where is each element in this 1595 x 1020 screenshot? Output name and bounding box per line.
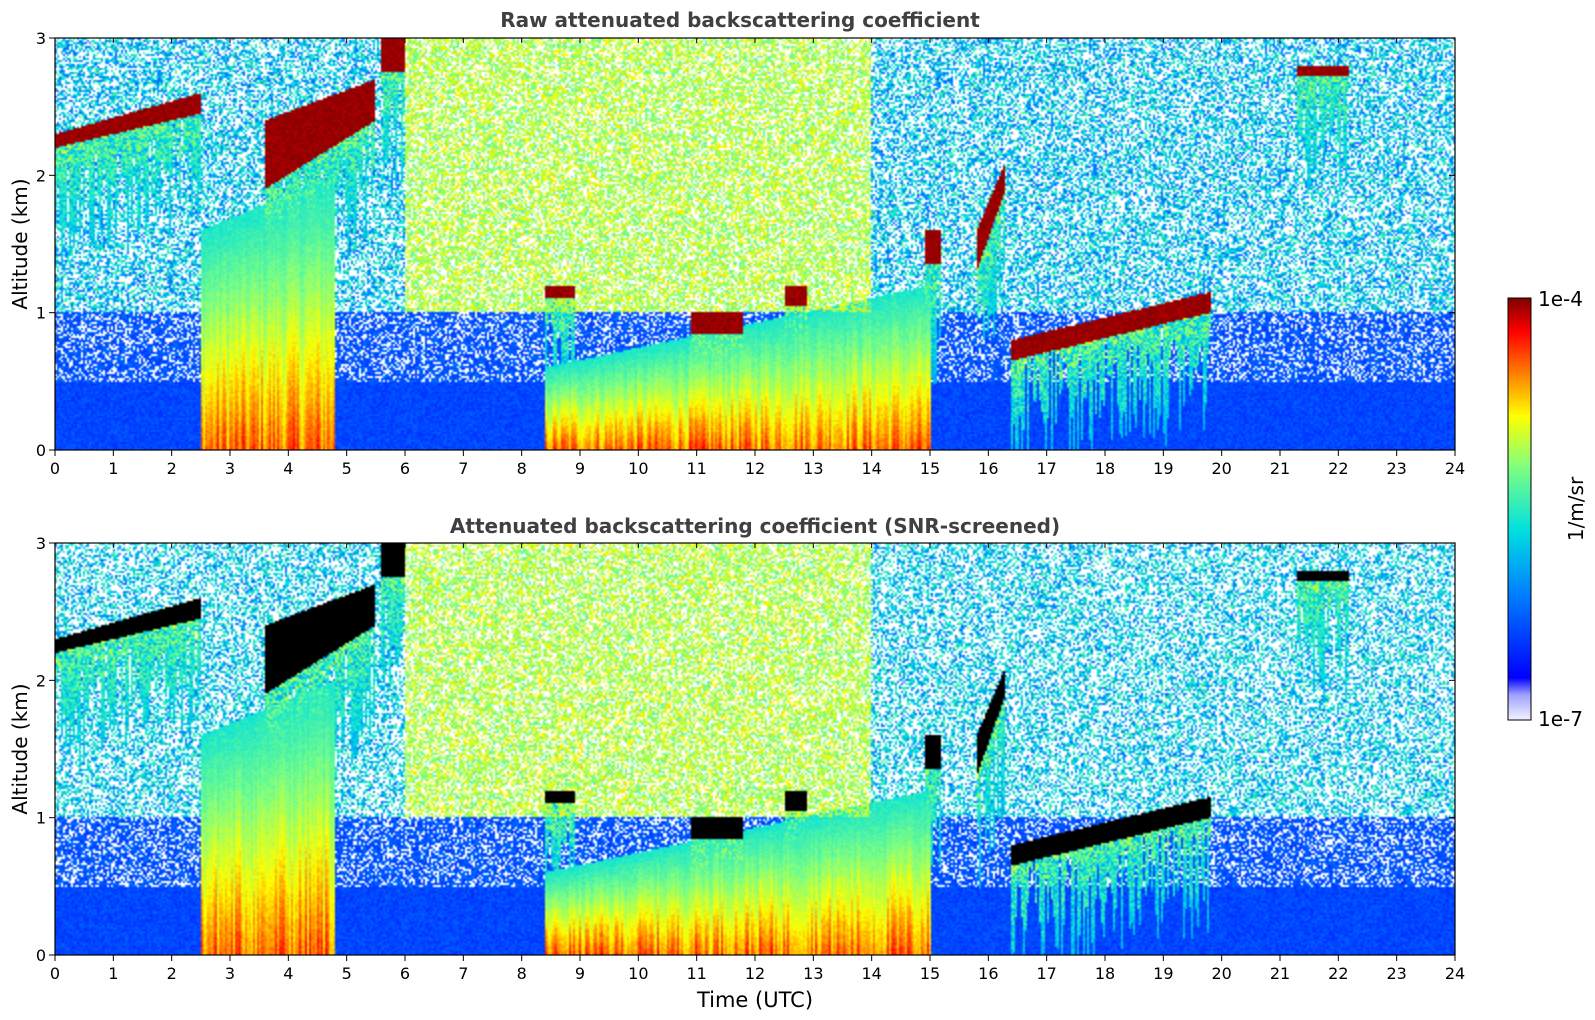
x-tick-label: 18 bbox=[1095, 459, 1115, 478]
x-tick-label: 23 bbox=[1386, 459, 1406, 478]
x-tick-label: 19 bbox=[1153, 964, 1173, 983]
x-tick-label: 24 bbox=[1445, 964, 1465, 983]
y-tick-label: 2 bbox=[36, 166, 46, 185]
y-tick-label: 0 bbox=[36, 441, 46, 460]
y-axis-label: Altitude (km) bbox=[8, 683, 32, 814]
y-axis-label: Altitude (km) bbox=[8, 178, 32, 309]
x-tick-label: 2 bbox=[167, 459, 177, 478]
y-tick-label: 3 bbox=[36, 29, 46, 48]
x-tick-label: 19 bbox=[1153, 459, 1173, 478]
x-tick-label: 22 bbox=[1328, 459, 1348, 478]
x-tick-label: 15 bbox=[920, 964, 940, 983]
x-tick-label: 8 bbox=[517, 459, 527, 478]
x-tick-label: 8 bbox=[517, 964, 527, 983]
x-tick-label: 16 bbox=[978, 459, 998, 478]
x-tick-label: 3 bbox=[225, 964, 235, 983]
heatmap bbox=[55, 543, 1455, 955]
x-tick-label: 16 bbox=[978, 964, 998, 983]
x-tick-label: 5 bbox=[342, 459, 352, 478]
y-tick-label: 3 bbox=[36, 534, 46, 553]
x-tick-label: 10 bbox=[628, 964, 648, 983]
x-tick-label: 21 bbox=[1270, 964, 1290, 983]
x-tick-label: 12 bbox=[745, 964, 765, 983]
x-tick-label: 5 bbox=[342, 964, 352, 983]
x-tick-label: 4 bbox=[283, 459, 293, 478]
panel-raw: Raw attenuated backscattering coefficien… bbox=[8, 8, 1465, 478]
colorbar-label: 1/m/sr bbox=[1564, 476, 1588, 541]
x-tick-label: 1 bbox=[108, 459, 118, 478]
x-tick-label: 17 bbox=[1036, 964, 1056, 983]
y-axis: 0 1 2 3 bbox=[36, 534, 1455, 965]
x-tick-label: 18 bbox=[1095, 964, 1115, 983]
colorbar: 1e-4 1e-7 1/m/sr bbox=[1507, 287, 1588, 731]
x-tick-label: 9 bbox=[575, 459, 585, 478]
colorbar-max-label: 1e-4 bbox=[1538, 287, 1583, 311]
x-tick-label: 4 bbox=[283, 964, 293, 983]
y-axis: 0 1 2 3 bbox=[36, 29, 1455, 460]
colorbar-min-label: 1e-7 bbox=[1538, 707, 1583, 731]
x-tick-label: 11 bbox=[686, 459, 706, 478]
x-tick-label: 13 bbox=[803, 459, 823, 478]
x-tick-label: 9 bbox=[575, 964, 585, 983]
panel-screened: Attenuated backscattering coefficient (S… bbox=[8, 514, 1465, 1012]
x-tick-label: 13 bbox=[803, 964, 823, 983]
y-tick-label: 0 bbox=[36, 946, 46, 965]
x-tick-label: 6 bbox=[400, 459, 410, 478]
heatmap-image bbox=[55, 38, 1455, 450]
x-tick-label: 6 bbox=[400, 964, 410, 983]
x-tick-label: 14 bbox=[861, 459, 881, 478]
x-tick-label: 2 bbox=[167, 964, 177, 983]
x-tick-label: 17 bbox=[1036, 459, 1056, 478]
x-tick-label: 20 bbox=[1211, 459, 1231, 478]
x-tick-label: 12 bbox=[745, 459, 765, 478]
colorbar-gradient bbox=[1507, 297, 1532, 721]
heatmap bbox=[55, 38, 1455, 450]
x-tick-label: 20 bbox=[1211, 964, 1231, 983]
x-tick-label: 24 bbox=[1445, 459, 1465, 478]
x-tick-label: 0 bbox=[50, 459, 60, 478]
heatmap-image bbox=[55, 543, 1455, 955]
x-tick-label: 1 bbox=[108, 964, 118, 983]
chart-title: Raw attenuated backscattering coefficien… bbox=[500, 8, 980, 32]
x-tick-label: 22 bbox=[1328, 964, 1348, 983]
x-tick-label: 10 bbox=[628, 459, 648, 478]
y-tick-label: 2 bbox=[36, 671, 46, 690]
y-tick-label: 1 bbox=[36, 304, 46, 323]
x-axis: 0 1 2 3 4 5 6 7 8 9 10 11 12 13 14 15 16 17 18 19 20 21 22 23 24 bbox=[50, 38, 1465, 478]
x-tick-label: 21 bbox=[1270, 459, 1290, 478]
y-tick-label: 1 bbox=[36, 809, 46, 828]
x-tick-label: 11 bbox=[686, 964, 706, 983]
x-tick-label: 0 bbox=[50, 964, 60, 983]
x-axis: 0 1 2 3 4 5 6 7 8 9 10 11 12 13 14 15 16 17 18 19 20 21 22 23 24 bbox=[50, 543, 1465, 983]
x-axis-label: Time (UTC) bbox=[696, 988, 813, 1012]
x-tick-label: 7 bbox=[458, 964, 468, 983]
x-tick-label: 7 bbox=[458, 459, 468, 478]
chart-title: Attenuated backscattering coefficient (S… bbox=[450, 514, 1060, 538]
x-tick-label: 14 bbox=[861, 964, 881, 983]
x-tick-label: 23 bbox=[1386, 964, 1406, 983]
x-tick-label: 3 bbox=[225, 459, 235, 478]
x-tick-label: 15 bbox=[920, 459, 940, 478]
